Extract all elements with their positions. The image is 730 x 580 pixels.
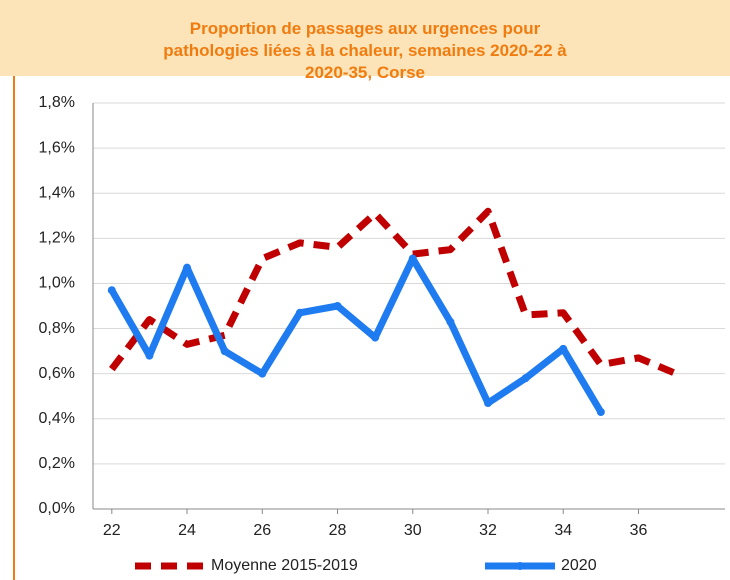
x-tick-label: 30 — [404, 522, 422, 539]
point — [559, 344, 568, 353]
point — [183, 263, 192, 272]
point — [220, 347, 229, 356]
x-tick-label: 22 — [103, 522, 121, 539]
x-tick-label: 28 — [329, 522, 347, 539]
point — [408, 254, 417, 263]
chart-title: Proportion de passages aux urgences pour… — [0, 0, 730, 82]
y-tick-label: 1,8% — [39, 94, 75, 111]
point — [484, 398, 492, 407]
point — [446, 317, 455, 326]
point — [596, 408, 605, 417]
point — [295, 308, 304, 317]
x-tick-label: 24 — [178, 522, 196, 539]
y-tick-label: 0,4% — [39, 410, 75, 427]
point — [145, 351, 154, 360]
point — [107, 286, 116, 295]
legend-label: 2020 — [561, 557, 597, 574]
series-line — [109, 207, 678, 377]
x-tick-label: 26 — [253, 522, 271, 539]
y-tick-label: 1,6% — [39, 139, 75, 156]
y-tick-label: 0,6% — [39, 365, 75, 382]
y-tick-label: 1,0% — [39, 275, 75, 292]
x-tick-label: 34 — [554, 522, 572, 539]
legend-marker — [516, 562, 524, 570]
y-tick-label: 0,8% — [39, 320, 75, 337]
y-tick-label: 0,2% — [39, 455, 75, 472]
x-tick-label: 32 — [479, 522, 497, 539]
legend-label: Moyenne 2015-2019 — [211, 557, 358, 574]
y-tick-label: 1,2% — [39, 230, 75, 247]
y-tick-label: 1,4% — [39, 184, 75, 201]
point — [258, 369, 267, 378]
y-tick-label: 0,0% — [39, 500, 75, 517]
series-line — [108, 255, 604, 414]
point — [371, 333, 380, 342]
point — [333, 302, 342, 310]
point — [521, 374, 530, 383]
x-tick-label: 36 — [630, 522, 648, 539]
